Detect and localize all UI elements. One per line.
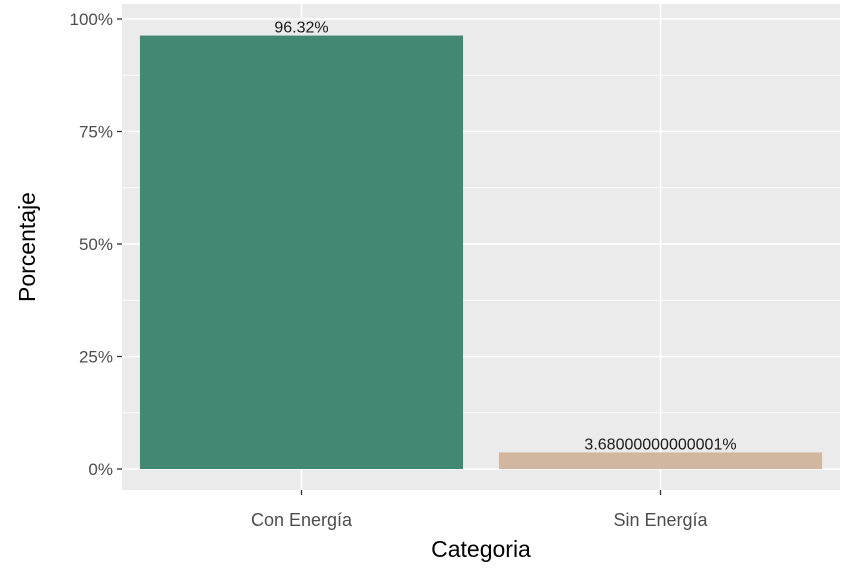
y-axis: 0% 25% 50% 75% 100%: [70, 10, 122, 479]
y-axis-title: Porcentaje: [14, 192, 40, 302]
y-axis-tick-label: 50%: [79, 235, 113, 254]
x-axis: Con Energía Sin Energía: [251, 490, 709, 530]
x-axis-title: Categoria: [431, 536, 531, 562]
bar-1: [139, 35, 464, 470]
bar-data-labels: 96.32% 3.68000000000001%: [274, 20, 736, 454]
y-axis-tick-label: 25%: [79, 348, 113, 367]
bar-data-label: 96.32%: [274, 20, 328, 37]
x-axis-tick-label: Con Energía: [251, 510, 353, 530]
y-axis-tick-label: 75%: [79, 123, 113, 142]
x-axis-tick-label: Sin Energía: [613, 510, 708, 530]
bar-data-label: 3.68000000000001%: [584, 436, 736, 453]
y-axis-tick-label: 100%: [70, 10, 113, 29]
bars: [139, 35, 823, 470]
y-axis-tick-label: 0%: [88, 460, 113, 479]
bar-2: [498, 452, 823, 469]
